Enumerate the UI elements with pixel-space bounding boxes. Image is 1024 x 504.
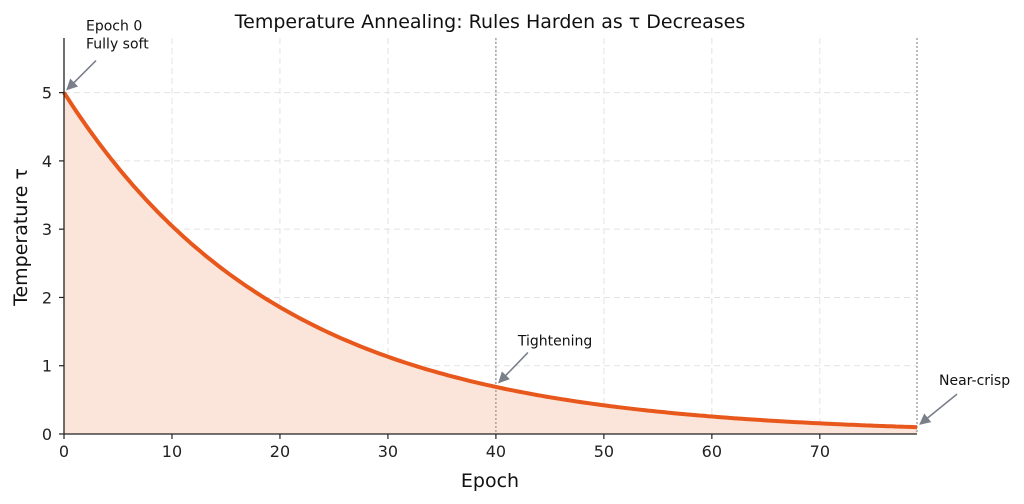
annotation-label: Epoch 0 bbox=[86, 19, 142, 35]
annotation-arrow bbox=[919, 393, 958, 425]
y-tick-label: 1 bbox=[42, 357, 52, 376]
y-tick-label: 3 bbox=[42, 220, 52, 239]
y-tick-label: 2 bbox=[42, 288, 52, 307]
annotation-arrow bbox=[66, 60, 97, 91]
x-tick-label: 20 bbox=[270, 442, 290, 461]
x-tick-label: 10 bbox=[162, 442, 182, 461]
annotation-label: Fully soft bbox=[86, 37, 149, 53]
y-axis-ticks: 0 1 2 3 4 5 bbox=[42, 84, 64, 444]
x-tick-label: 50 bbox=[594, 442, 614, 461]
x-axis-label: Epoch bbox=[461, 470, 519, 492]
y-tick-label: 0 bbox=[42, 425, 52, 444]
annotation-label: Near-crisp bbox=[939, 373, 1010, 389]
x-tick-label: 0 bbox=[59, 442, 69, 461]
temperature-line bbox=[62, 91, 918, 430]
axes bbox=[63, 38, 917, 435]
x-axis-ticks: 0 10 20 30 40 50 60 70 bbox=[59, 434, 830, 461]
y-axis-label: Temperature τ bbox=[10, 168, 32, 307]
x-tick-label: 70 bbox=[810, 442, 830, 461]
y-tick-label: 4 bbox=[42, 152, 52, 171]
y-tick-label: 5 bbox=[42, 84, 52, 103]
x-tick-label: 40 bbox=[486, 442, 506, 461]
x-tick-label: 60 bbox=[702, 442, 722, 461]
chart-title: Temperature Annealing: Rules Harden as τ… bbox=[234, 11, 746, 33]
annotations: Epoch 0 Fully soft Tightening Near-crisp bbox=[66, 19, 1010, 425]
annotation-arrow bbox=[498, 351, 529, 384]
area-fill bbox=[64, 92, 917, 434]
x-tick-label: 30 bbox=[378, 442, 398, 461]
annotation-label: Tightening bbox=[517, 334, 592, 350]
reference-lines bbox=[495, 38, 918, 434]
